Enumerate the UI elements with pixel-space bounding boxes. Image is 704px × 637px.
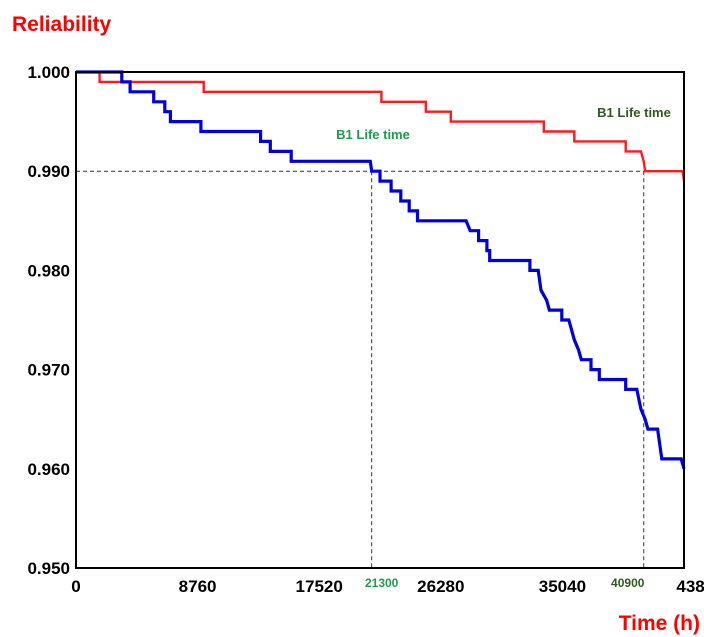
x-tick-label: 35040	[539, 577, 586, 596]
series-line-red	[76, 70, 686, 182]
plot-area-frame	[75, 71, 685, 569]
x-tick-label: 26280	[417, 577, 464, 596]
b1-markers: 21300 40900	[365, 576, 645, 590]
series-line-blue	[76, 70, 686, 470]
b1-life-time-annotation: B1 Life time	[597, 105, 671, 120]
b1-life-time-annotation: B1 Life time	[336, 127, 410, 142]
x-axis-title: Time (h)	[619, 612, 700, 635]
y-axis-title: Reliability	[12, 13, 112, 36]
y-tick-labels: 1.000 0.990 0.980 0.970 0.960 0.950	[27, 63, 70, 578]
y-tick-label: 0.980	[27, 261, 70, 280]
y-tick-label: 1.000	[27, 63, 70, 82]
y-tick-label: 0.950	[27, 559, 70, 578]
x-tick-label: 0	[71, 577, 80, 596]
x-tick-label: 17520	[296, 577, 343, 596]
y-tick-label: 0.990	[27, 162, 70, 181]
y-tick-label: 0.970	[27, 361, 70, 380]
y-tick-label: 0.960	[27, 460, 70, 479]
b1-marker-label: 40900	[611, 576, 645, 590]
x-tick-label: 43800	[676, 577, 704, 596]
x-tick-labels: 0 8760 17520 26280 35040 43800	[71, 577, 704, 596]
series-lines	[76, 70, 686, 470]
reference-lines	[76, 170, 645, 568]
b1-marker-label: 21300	[365, 576, 399, 590]
x-tick-label: 8760	[179, 577, 217, 596]
annotations: B1 Life time B1 Life time	[336, 105, 671, 142]
